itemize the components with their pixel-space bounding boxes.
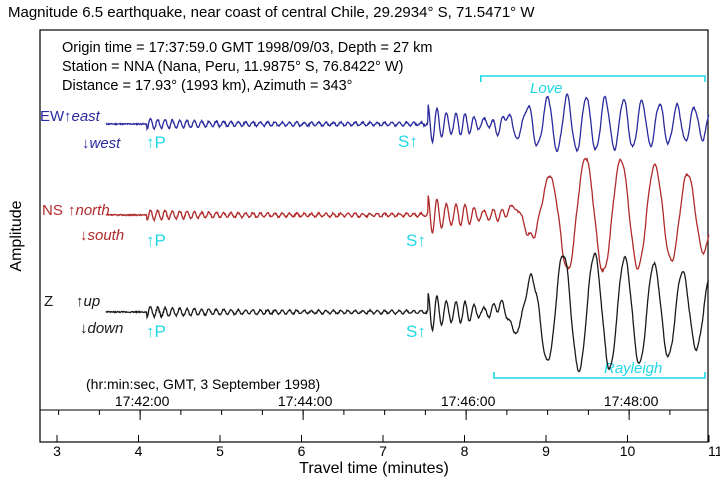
x-tick-label: 8 <box>461 443 469 459</box>
clock-tick-label: 17:48:00 <box>604 393 659 409</box>
y-axis-label: Amplitude <box>8 200 25 271</box>
ew-component-label: EW <box>40 108 65 125</box>
ns-s-marker: S↑ <box>406 231 426 250</box>
ew-up-label: ↑east <box>64 108 101 125</box>
station-info: Station = NNA (Nana, Peru, 11.9875° S, 7… <box>62 59 403 75</box>
love-bracket: Love <box>480 75 706 97</box>
rayleigh-label: Rayleigh <box>604 360 662 377</box>
ns-down-label: ↓south <box>80 227 124 244</box>
ns-component-label: NS <box>42 202 63 219</box>
x-tick-label: 7 <box>379 443 387 459</box>
x-tick-label: 10 <box>620 443 636 459</box>
ns-labels: NS ↑north ↓south <box>42 202 124 244</box>
love-label: Love <box>530 80 563 97</box>
rayleigh-bracket: Rayleigh <box>493 360 706 379</box>
x-tick-label: 9 <box>542 443 550 459</box>
z-p-marker: ↑P <box>146 322 166 341</box>
x-ticks: 3 4 5 6 7 8 9 10 11 <box>53 435 720 459</box>
z-up-label: ↑up <box>76 293 100 310</box>
x-tick-label: 3 <box>53 443 61 459</box>
distance-info: Distance = 17.93° (1993 km), Azimuth = 3… <box>62 78 352 94</box>
ew-trace <box>105 93 710 153</box>
clock-tick-label: 17:44:00 <box>278 393 333 409</box>
love-bracket-line <box>480 75 706 82</box>
x-tick-label: 5 <box>216 443 224 459</box>
x-axis-label: Travel time (minutes) <box>299 460 449 477</box>
ns-up-label: ↑north <box>68 202 110 219</box>
clock-tick-label: 17:42:00 <box>115 393 170 409</box>
ns-p-marker: ↑P <box>146 231 166 250</box>
clock-tick-label: 17:46:00 <box>441 393 496 409</box>
z-labels: Z ↑up ↓down <box>44 293 123 337</box>
ew-down-label: ↓west <box>82 135 121 152</box>
origin-info: Origin time = 17:37:59.0 GMT 1998/09/03,… <box>62 40 433 56</box>
x-tick-label: 4 <box>135 443 143 459</box>
clock-caption: (hr:min:sec, GMT, 3 September 1998) <box>86 376 320 392</box>
x-tick-label: 6 <box>298 443 306 459</box>
ew-s-marker: S↑ <box>398 132 418 151</box>
ew-p-marker: ↑P <box>146 133 166 152</box>
z-component-label: Z <box>44 293 53 310</box>
z-down-label: ↓down <box>80 320 123 337</box>
chart-title: Magnitude 6.5 earthquake, near coast of … <box>8 4 535 21</box>
ew-labels: EW ↑east ↓west <box>40 108 121 152</box>
z-s-marker: S↑ <box>406 322 426 341</box>
z-trace <box>105 252 710 373</box>
clock-ticks: 17:42:00 17:44:00 17:46:00 17:48:00 <box>58 393 671 420</box>
rayleigh-bracket-line <box>493 372 706 379</box>
x-tick-label: 11 <box>708 443 720 459</box>
ns-trace <box>105 157 710 274</box>
